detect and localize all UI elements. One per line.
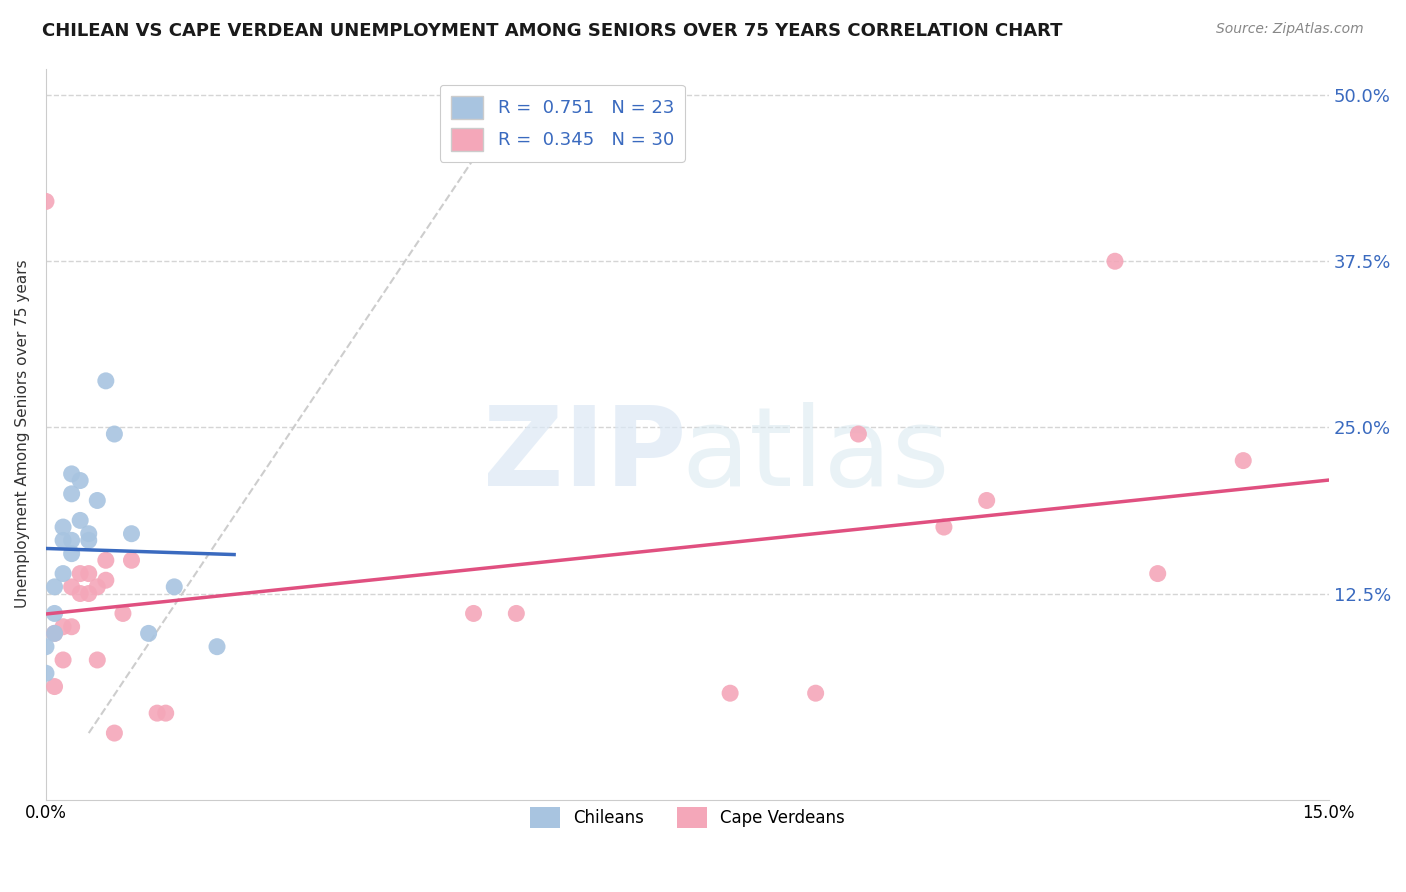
Point xyxy=(205,640,228,654)
Point xyxy=(77,566,100,581)
Text: ZIP: ZIP xyxy=(484,402,686,509)
Y-axis label: Unemployment Among Seniors over 75 years: Unemployment Among Seniors over 75 years xyxy=(15,260,30,608)
Point xyxy=(60,620,83,634)
Point xyxy=(111,607,134,621)
Point xyxy=(976,493,998,508)
Point xyxy=(44,626,66,640)
Point xyxy=(163,580,186,594)
Point xyxy=(52,533,75,548)
Point xyxy=(77,586,100,600)
Point xyxy=(60,487,83,501)
Point xyxy=(86,493,108,508)
Point xyxy=(52,620,75,634)
Point xyxy=(77,526,100,541)
Point xyxy=(121,526,143,541)
Point xyxy=(155,706,177,720)
Point xyxy=(848,427,870,442)
Point xyxy=(35,666,58,681)
Point xyxy=(35,194,58,209)
Text: atlas: atlas xyxy=(682,402,950,509)
Point xyxy=(69,566,91,581)
Point xyxy=(94,374,117,388)
Point xyxy=(44,626,66,640)
Point xyxy=(1232,453,1254,467)
Text: CHILEAN VS CAPE VERDEAN UNEMPLOYMENT AMONG SENIORS OVER 75 YEARS CORRELATION CHA: CHILEAN VS CAPE VERDEAN UNEMPLOYMENT AMO… xyxy=(42,22,1063,40)
Text: Source: ZipAtlas.com: Source: ZipAtlas.com xyxy=(1216,22,1364,37)
Point xyxy=(932,520,955,534)
Point xyxy=(44,580,66,594)
Point xyxy=(86,653,108,667)
Point xyxy=(60,580,83,594)
Point xyxy=(35,640,58,654)
Point xyxy=(60,547,83,561)
Point xyxy=(505,607,527,621)
Point xyxy=(146,706,169,720)
Point xyxy=(60,533,83,548)
Point xyxy=(77,533,100,548)
Point xyxy=(121,553,143,567)
Point xyxy=(60,467,83,481)
Point xyxy=(52,566,75,581)
Point xyxy=(718,686,741,700)
Point xyxy=(69,474,91,488)
Point xyxy=(103,726,125,740)
Point xyxy=(52,653,75,667)
Point xyxy=(94,553,117,567)
Legend: Chileans, Cape Verdeans: Chileans, Cape Verdeans xyxy=(523,800,852,835)
Point xyxy=(94,573,117,587)
Point xyxy=(103,427,125,442)
Point xyxy=(1104,254,1126,268)
Point xyxy=(69,513,91,527)
Point xyxy=(52,520,75,534)
Point xyxy=(44,607,66,621)
Point xyxy=(86,580,108,594)
Point xyxy=(804,686,827,700)
Point xyxy=(1146,566,1168,581)
Point xyxy=(44,680,66,694)
Point xyxy=(138,626,160,640)
Point xyxy=(69,586,91,600)
Point xyxy=(463,607,485,621)
